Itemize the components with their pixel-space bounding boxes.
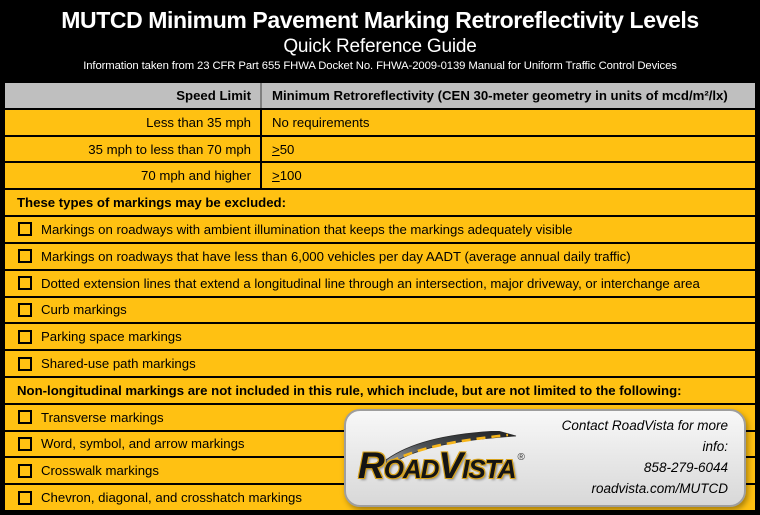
checkbox-icon: [18, 222, 32, 237]
table-row-70-plus: 70 mph and higher >100: [5, 163, 755, 189]
list-item-label: Markings on roadways with ambient illumi…: [41, 221, 573, 237]
contact-headline: Contact RoadVista for more info:: [561, 418, 728, 455]
list-item-label: Chevron, diagonal, and crosshatch markin…: [41, 490, 302, 506]
list-item-shared-use-path: Shared-use path markings: [5, 351, 755, 376]
list-item-label: Markings on roadways that have less than…: [41, 248, 631, 264]
checkbox-icon: [18, 356, 32, 371]
requirement-cell: >100: [262, 163, 755, 188]
contact-url: roadvista.com/MUTCD: [591, 480, 728, 496]
brand-wordmark: RoadVista ®: [358, 447, 553, 484]
list-item-label: Crosswalk markings: [41, 463, 159, 479]
excluded-markings-heading: These types of markings may be excluded:: [5, 190, 755, 216]
checkbox-icon: [18, 410, 32, 425]
list-item-low-aadt: Markings on roadways that have less than…: [5, 243, 755, 269]
road-icon: [386, 430, 517, 467]
list-item-dotted-extension: Dotted extension lines that extend a lon…: [5, 270, 755, 296]
column-header-speed-limit: Speed Limit: [5, 83, 262, 108]
brand-text: RoadVista: [358, 444, 516, 486]
checkbox-icon: [18, 490, 32, 505]
checkbox-icon: [18, 436, 32, 451]
registered-trademark-icon: ®: [517, 451, 524, 463]
contact-info: Contact RoadVista for more info: 858-279…: [559, 416, 728, 500]
table-row-35-to-70: 35 mph to less than 70 mph >50: [5, 136, 755, 162]
list-item-curb: Curb markings: [5, 297, 755, 323]
list-item-label: Curb markings: [41, 302, 127, 318]
list-item-ambient-illumination: Markings on roadways with ambient illumi…: [5, 217, 755, 242]
gte-symbol: >: [272, 168, 280, 184]
roadvista-logo: RoadVista ®: [358, 430, 553, 484]
contact-phone: 858-279-6044: [643, 460, 728, 475]
column-header-retroreflectivity: Minimum Retroreflectivity (CEN 30-meter …: [272, 87, 728, 103]
header-band: MUTCD Minimum Pavement Marking Retrorefl…: [0, 0, 760, 83]
requirement-value: No requirements: [272, 114, 370, 130]
source-note: Information taken from 23 CFR Part 655 F…: [83, 60, 677, 73]
table-row-under-35: Less than 35 mph No requirements: [5, 109, 755, 135]
gte-symbol: >: [272, 141, 280, 157]
requirement-cell: No requirements: [262, 110, 755, 135]
non-longitudinal-heading: Non-longitudinal markings are not includ…: [5, 377, 755, 403]
page-title: MUTCD Minimum Pavement Marking Retrorefl…: [61, 7, 699, 33]
checkbox-icon: [18, 249, 32, 264]
list-item-label: Word, symbol, and arrow markings: [41, 436, 245, 452]
list-item-label: Parking space markings: [41, 329, 182, 345]
checkbox-icon: [18, 302, 32, 317]
contact-card: RoadVista ® Contact RoadVista for more in…: [344, 409, 746, 507]
speed-cell: 70 mph and higher: [5, 163, 262, 189]
list-item-label: Shared-use path markings: [41, 356, 196, 372]
list-item-label: Dotted extension lines that extend a lon…: [41, 275, 700, 291]
speed-cell: 35 mph to less than 70 mph: [5, 136, 262, 162]
page-subtitle: Quick Reference Guide: [283, 35, 477, 57]
checkbox-icon: [18, 463, 32, 478]
checkbox-icon: [18, 276, 32, 291]
table-header-row: Speed Limit Minimum Retroreflectivity (C…: [5, 83, 755, 108]
requirement-value: 100: [279, 168, 302, 184]
list-item-label: Transverse markings: [41, 409, 164, 425]
requirement-cell: >50: [262, 137, 755, 162]
speed-cell: Less than 35 mph: [5, 109, 262, 135]
list-item-parking-space: Parking space markings: [5, 324, 755, 350]
requirement-value: 50: [279, 141, 295, 157]
checkbox-icon: [18, 329, 32, 344]
